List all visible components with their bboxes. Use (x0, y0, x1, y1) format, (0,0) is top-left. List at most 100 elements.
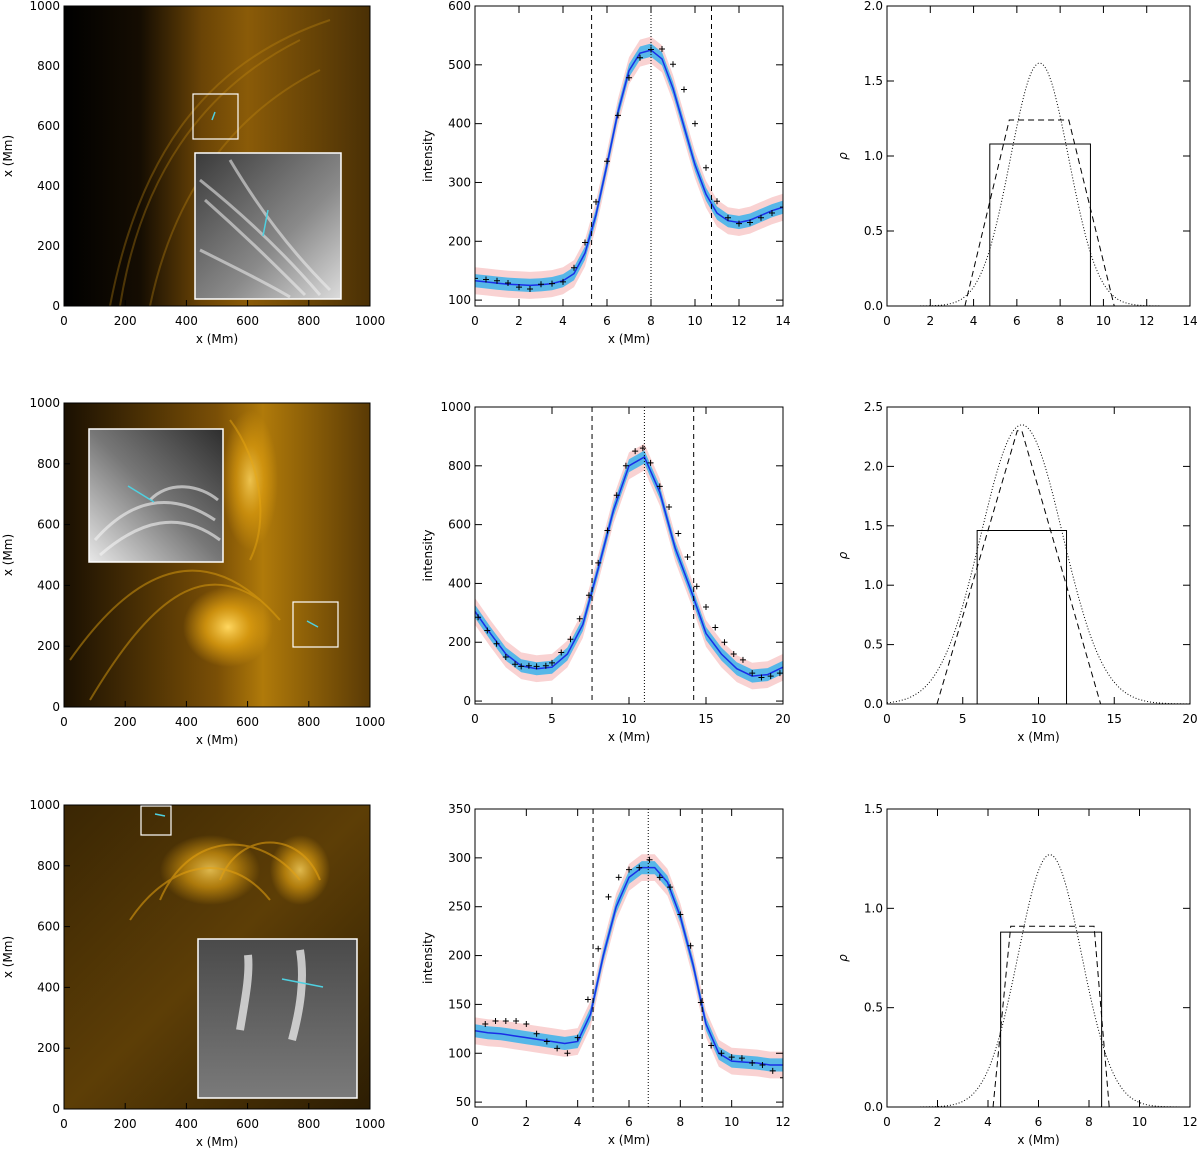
data-point (647, 459, 654, 466)
uncertainty-band-inner (475, 450, 783, 683)
image-y-tick-label: 600 (37, 920, 60, 934)
bright-region-2b (222, 410, 278, 550)
data-point (718, 1050, 725, 1057)
y-tick-label: 100 (448, 293, 471, 307)
data-point (502, 653, 509, 660)
data-point (703, 164, 709, 171)
plot-frame (886, 5, 1191, 307)
image-y-tick-label: 0 (52, 299, 60, 313)
data-point (667, 884, 674, 891)
x-tick-label: 10 (724, 1115, 739, 1129)
y-tick-label: 200 (448, 234, 471, 248)
y-tick-label: 1.0 (864, 578, 883, 592)
uncertainty-band-inner (475, 861, 783, 1072)
data-point (739, 656, 746, 663)
image-y-tick-label: 600 (37, 119, 60, 133)
image-x-tick-label: 600 (236, 1117, 259, 1131)
x-tick-label: 0 (883, 712, 891, 726)
trapezoid-profile (964, 119, 1115, 306)
data-point (670, 61, 676, 68)
data-point (475, 275, 478, 282)
y-tick-label: 0.5 (864, 1001, 883, 1015)
data-point (538, 281, 544, 288)
data-point (714, 198, 720, 205)
x-tick-label: 2 (515, 314, 523, 328)
x-tick-label: 15 (1107, 712, 1122, 726)
plot-frame (886, 406, 1191, 705)
image-y-tick-label: 800 (37, 59, 60, 73)
image-y-tick-label: 200 (37, 1041, 60, 1055)
y-tick-label: 300 (448, 851, 471, 865)
data-point (693, 583, 700, 590)
image-x-tick-label: 1000 (355, 715, 386, 729)
x-tick-label: 4 (559, 314, 567, 328)
data-point (615, 874, 622, 881)
inset-strands-2 (93, 485, 221, 557)
x-tick-label: 2 (926, 314, 934, 328)
cut-line-1 (211, 111, 216, 121)
image-y-axis-label: x (Mm) (1, 135, 15, 177)
data-point (738, 1055, 745, 1062)
plot-area (475, 36, 783, 299)
x-axis-label: x (Mm) (1017, 1133, 1059, 1147)
bright-region-3b (270, 835, 330, 905)
x-tick-label: 10 (621, 712, 636, 726)
y-tick-label: 1.5 (864, 74, 883, 88)
data-point (747, 219, 753, 226)
cut-line-3 (154, 813, 166, 817)
data-point (549, 659, 555, 666)
data-point (595, 559, 602, 566)
frame-1 (63, 5, 371, 307)
image-x-tick-label: 200 (114, 314, 137, 328)
data-point (708, 1042, 715, 1049)
y-tick-label: 250 (448, 900, 471, 914)
data-point (483, 276, 489, 283)
highlight-box-2 (292, 601, 339, 648)
image-y-tick-label: 200 (37, 239, 60, 253)
x-tick-label: 12 (1139, 314, 1154, 328)
data-point (571, 264, 577, 271)
data-point (728, 1054, 735, 1061)
data-point (780, 204, 783, 211)
data-point (513, 1018, 520, 1025)
data-point (493, 640, 500, 647)
y-axis-label: intensity (421, 130, 435, 182)
x-tick-label: 5 (959, 712, 967, 726)
data-point (780, 1074, 783, 1081)
x-tick-label: 0 (883, 314, 891, 328)
y-tick-label: 50 (456, 1095, 471, 1109)
data-point (759, 1061, 766, 1068)
boxcar-profile (976, 530, 1068, 704)
plot-panel-1 (474, 5, 784, 307)
image-y-tick-label: 400 (37, 980, 60, 994)
image-y-tick-label: 0 (52, 1102, 60, 1116)
data-point (656, 874, 663, 881)
data-point (505, 280, 511, 287)
image-panel-2 (63, 402, 371, 708)
plot-panel-4 (886, 406, 1191, 705)
x-tick-label: 20 (1182, 712, 1197, 726)
gaussian-profile (887, 62, 1190, 306)
y-tick-label: 800 (448, 459, 471, 473)
x-tick-label: 6 (1013, 314, 1021, 328)
x-tick-label: 5 (548, 712, 556, 726)
x-tick-label: 4 (970, 314, 978, 328)
gaussian-profile (887, 854, 1190, 1107)
loop-arcs-2 (69, 419, 281, 701)
inset-strands-1 (199, 159, 332, 299)
bright-region-3a (160, 835, 260, 905)
image-x-tick-label: 600 (236, 715, 259, 729)
y-tick-label: 0.5 (864, 638, 883, 652)
uncertainty-band-outer (475, 854, 783, 1079)
plot-area (475, 854, 783, 1081)
data-point (574, 1034, 581, 1041)
data-point (632, 448, 639, 455)
data-point (585, 592, 592, 599)
data-point (656, 483, 663, 490)
image-x-tick-label: 800 (297, 1117, 320, 1131)
x-tick-label: 10 (1096, 314, 1111, 328)
data-point (533, 1030, 540, 1037)
data-point (512, 661, 519, 668)
